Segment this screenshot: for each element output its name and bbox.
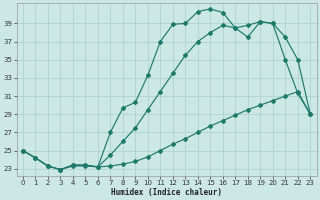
X-axis label: Humidex (Indice chaleur): Humidex (Indice chaleur) — [111, 188, 222, 197]
